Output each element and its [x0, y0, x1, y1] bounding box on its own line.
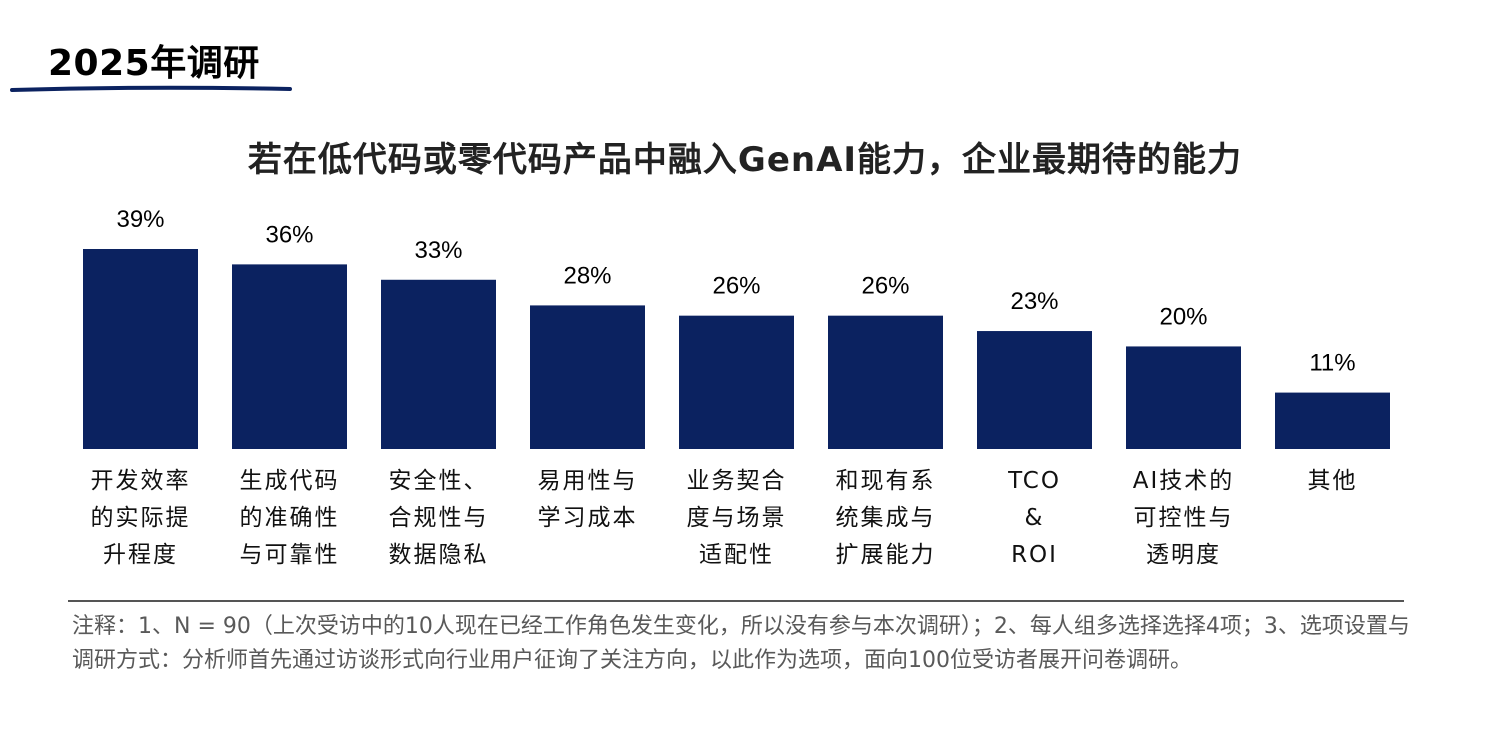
category-label-1-line-2: 的实际提 — [91, 505, 191, 531]
bar-8 — [1126, 346, 1241, 449]
category-label-4-line-2: 学习成本 — [538, 505, 638, 531]
note-divider — [68, 600, 1404, 602]
bar-7 — [977, 331, 1092, 449]
category-label-7-line-2: & — [1025, 505, 1045, 531]
chart-title: 若在低代码或零代码产品中融入GenAI能力，企业最期待的能力 — [247, 140, 1243, 180]
category-label-8-line-2: 可控性与 — [1134, 505, 1234, 531]
value-label-8: 20% — [1159, 303, 1207, 330]
value-label-6: 26% — [861, 273, 909, 300]
category-label-5-line-3: 适配性 — [699, 542, 774, 568]
bar-4 — [530, 305, 645, 449]
category-label-3-line-3: 数据隐私 — [389, 542, 489, 568]
category-label-9-line-1: 其他 — [1308, 468, 1358, 494]
category-label-6-line-1: 和现有系 — [836, 468, 936, 494]
heading-underline — [10, 85, 292, 92]
category-label-2-line-3: 与可靠性 — [240, 542, 340, 568]
bar-9 — [1275, 392, 1390, 449]
category-label-5-line-2: 度与场景 — [687, 505, 787, 531]
category-label-3-line-1: 安全性、 — [389, 468, 489, 494]
category-label-2-line-2: 的准确性 — [240, 505, 340, 531]
value-label-1: 39% — [116, 206, 164, 233]
category-label-6-line-3: 扩展能力 — [836, 542, 936, 568]
category-label-5-line-1: 业务契合 — [687, 468, 787, 494]
category-label-4-line-1: 易用性与 — [538, 468, 638, 494]
value-label-7: 23% — [1010, 288, 1058, 315]
bar-1 — [83, 249, 198, 449]
bar-6 — [828, 315, 943, 449]
value-label-3: 33% — [414, 237, 462, 264]
value-label-9: 11% — [1309, 350, 1355, 377]
bar-5 — [679, 315, 794, 449]
category-label-7-line-1: TCO — [1007, 468, 1061, 494]
page-heading: 2025年调研 — [48, 43, 260, 84]
value-label-4: 28% — [563, 262, 611, 289]
bar-3 — [381, 279, 496, 449]
category-label-3-line-2: 合规性与 — [389, 505, 489, 531]
value-label-2: 36% — [265, 221, 313, 248]
value-label-5: 26% — [712, 273, 760, 300]
category-label-6-line-2: 统集成与 — [836, 505, 936, 531]
category-label-1-line-1: 开发效率 — [91, 468, 191, 494]
category-label-8-line-3: 透明度 — [1146, 542, 1221, 568]
category-label-7-line-3: ROI — [1011, 542, 1058, 568]
category-label-1-line-3: 升程度 — [103, 542, 178, 568]
footnote: 注释：1、N = 90（上次受访中的10人现在已经工作角色发生变化，所以没有参与… — [72, 614, 1410, 673]
bar-2 — [232, 264, 347, 449]
category-label-2-line-1: 生成代码 — [240, 468, 340, 494]
category-label-8-line-1: AI技术的 — [1133, 468, 1235, 494]
